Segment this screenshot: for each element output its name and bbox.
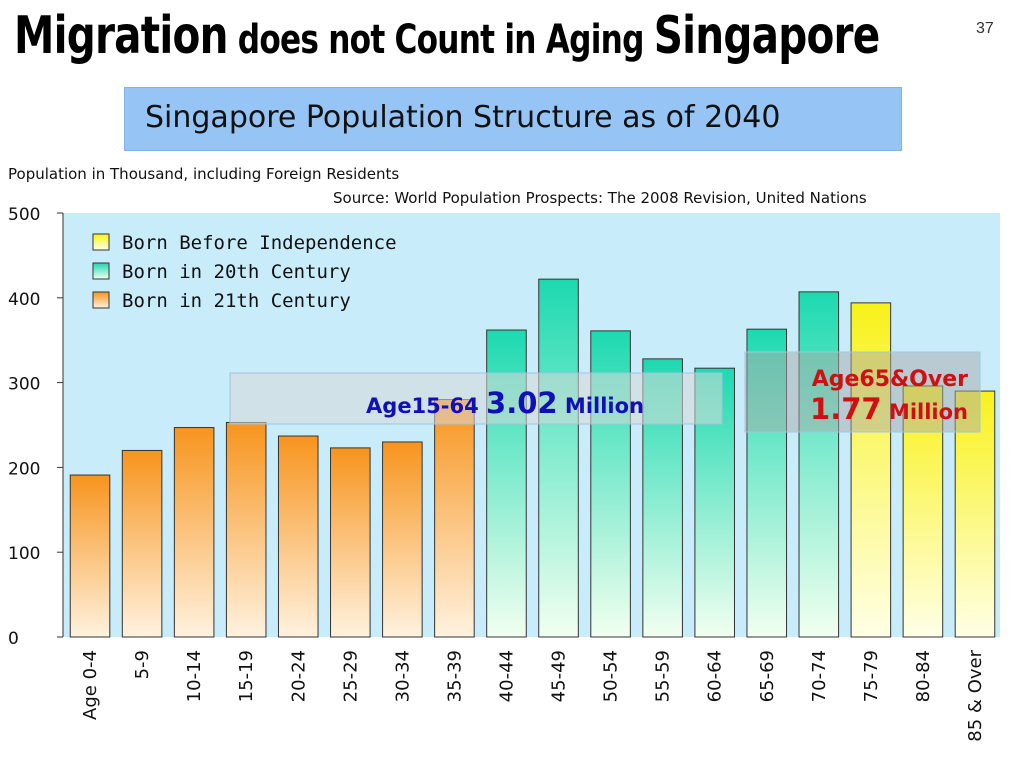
age65-over-callout-box	[744, 351, 981, 433]
x-tick-label: 30-34	[392, 650, 413, 702]
y-tick-label: 200	[8, 459, 40, 479]
bar-30-34	[382, 441, 423, 638]
y-tick-label: 300	[8, 375, 40, 395]
x-tick-label: 70-74	[809, 650, 830, 702]
age15-64-value: 3.02	[486, 386, 558, 420]
title-part-middle: does not Count in Aging	[227, 17, 654, 63]
bar-20-24	[277, 435, 319, 638]
bar-15-19	[225, 421, 267, 638]
legend-swatch-orange	[92, 291, 110, 309]
x-tick-label: Age 0-4	[80, 650, 101, 720]
chart-subtitle: Singapore Population Structure as of 204…	[145, 100, 781, 135]
x-tick-label: 40-44	[496, 650, 517, 702]
age65-over-label: Age65&Over	[812, 367, 968, 392]
age15-64-callout-text: Age15-64 3.02 Million	[366, 386, 644, 420]
y-tick-label: 400	[8, 290, 40, 310]
x-tick-label: 5-9	[132, 650, 153, 679]
x-tick-label: 50-54	[601, 650, 622, 702]
age65-over-callout-text: 1.77 Million	[810, 392, 968, 426]
legend-swatch-green	[92, 262, 110, 280]
title-part-singapore: Singapore	[653, 6, 881, 66]
y-tick-label: 0	[8, 629, 19, 649]
x-tick-label: 20-24	[288, 650, 309, 702]
bar-35-39	[434, 399, 475, 638]
legend-label: Born in 21th Century	[122, 290, 351, 312]
bar-45-49	[538, 278, 579, 638]
x-tick-label: 55-59	[653, 650, 674, 702]
x-tick-label: 75-79	[861, 650, 882, 702]
legend-swatch-yellow	[92, 233, 110, 251]
x-tick-label: 85 & Over	[965, 649, 986, 741]
title-part-migration: Migration	[14, 6, 228, 66]
source-note: Source: World Population Prospects: The …	[333, 189, 867, 207]
x-tick-label: 35-39	[444, 650, 465, 702]
y-tick-label: 100	[8, 544, 40, 564]
slide-number: 37	[976, 20, 994, 37]
x-tick-label: 60-64	[705, 650, 726, 702]
legend-label: Born Before Independence	[122, 232, 397, 254]
slide-title: Migration does not Count in Aging Singap…	[14, 6, 880, 66]
bar-10-14	[173, 427, 215, 638]
x-tick-label: 25-29	[340, 650, 361, 702]
y-axis-label: Population in Thousand, including Foreig…	[8, 165, 400, 183]
x-tick-label: 15-19	[236, 650, 257, 702]
legend: Born Before Independence Born in 20th Cen…	[92, 232, 397, 312]
age65-over-value: 1.77	[810, 392, 882, 426]
x-tick-label: 45-49	[549, 650, 570, 702]
age15-64-unit: Million	[558, 394, 644, 418]
bar-25-29	[330, 447, 371, 638]
bar-age-0-4	[69, 474, 111, 638]
y-axis: 0 100 200 300 400 500	[8, 205, 64, 649]
subtitle-box: Singapore Population Structure as of 204…	[124, 87, 902, 151]
age15-64-label: Age15-64	[366, 394, 486, 418]
legend-label: Born in 20th Century	[122, 261, 351, 283]
age15-64-callout-box	[229, 372, 723, 425]
x-tick-label: 80-84	[913, 650, 934, 702]
x-axis-labels: Age 0-4 5-9 10-14 15-19 20-24 25-29 30-34 35-39…	[80, 649, 986, 741]
bar-70-74	[798, 291, 840, 638]
x-tick-label: 10-14	[184, 650, 205, 702]
age65-over-unit: Million	[882, 400, 968, 424]
y-tick-label: 500	[8, 205, 40, 225]
bar-5-9	[121, 449, 163, 638]
x-tick-label: 65-69	[757, 650, 778, 702]
